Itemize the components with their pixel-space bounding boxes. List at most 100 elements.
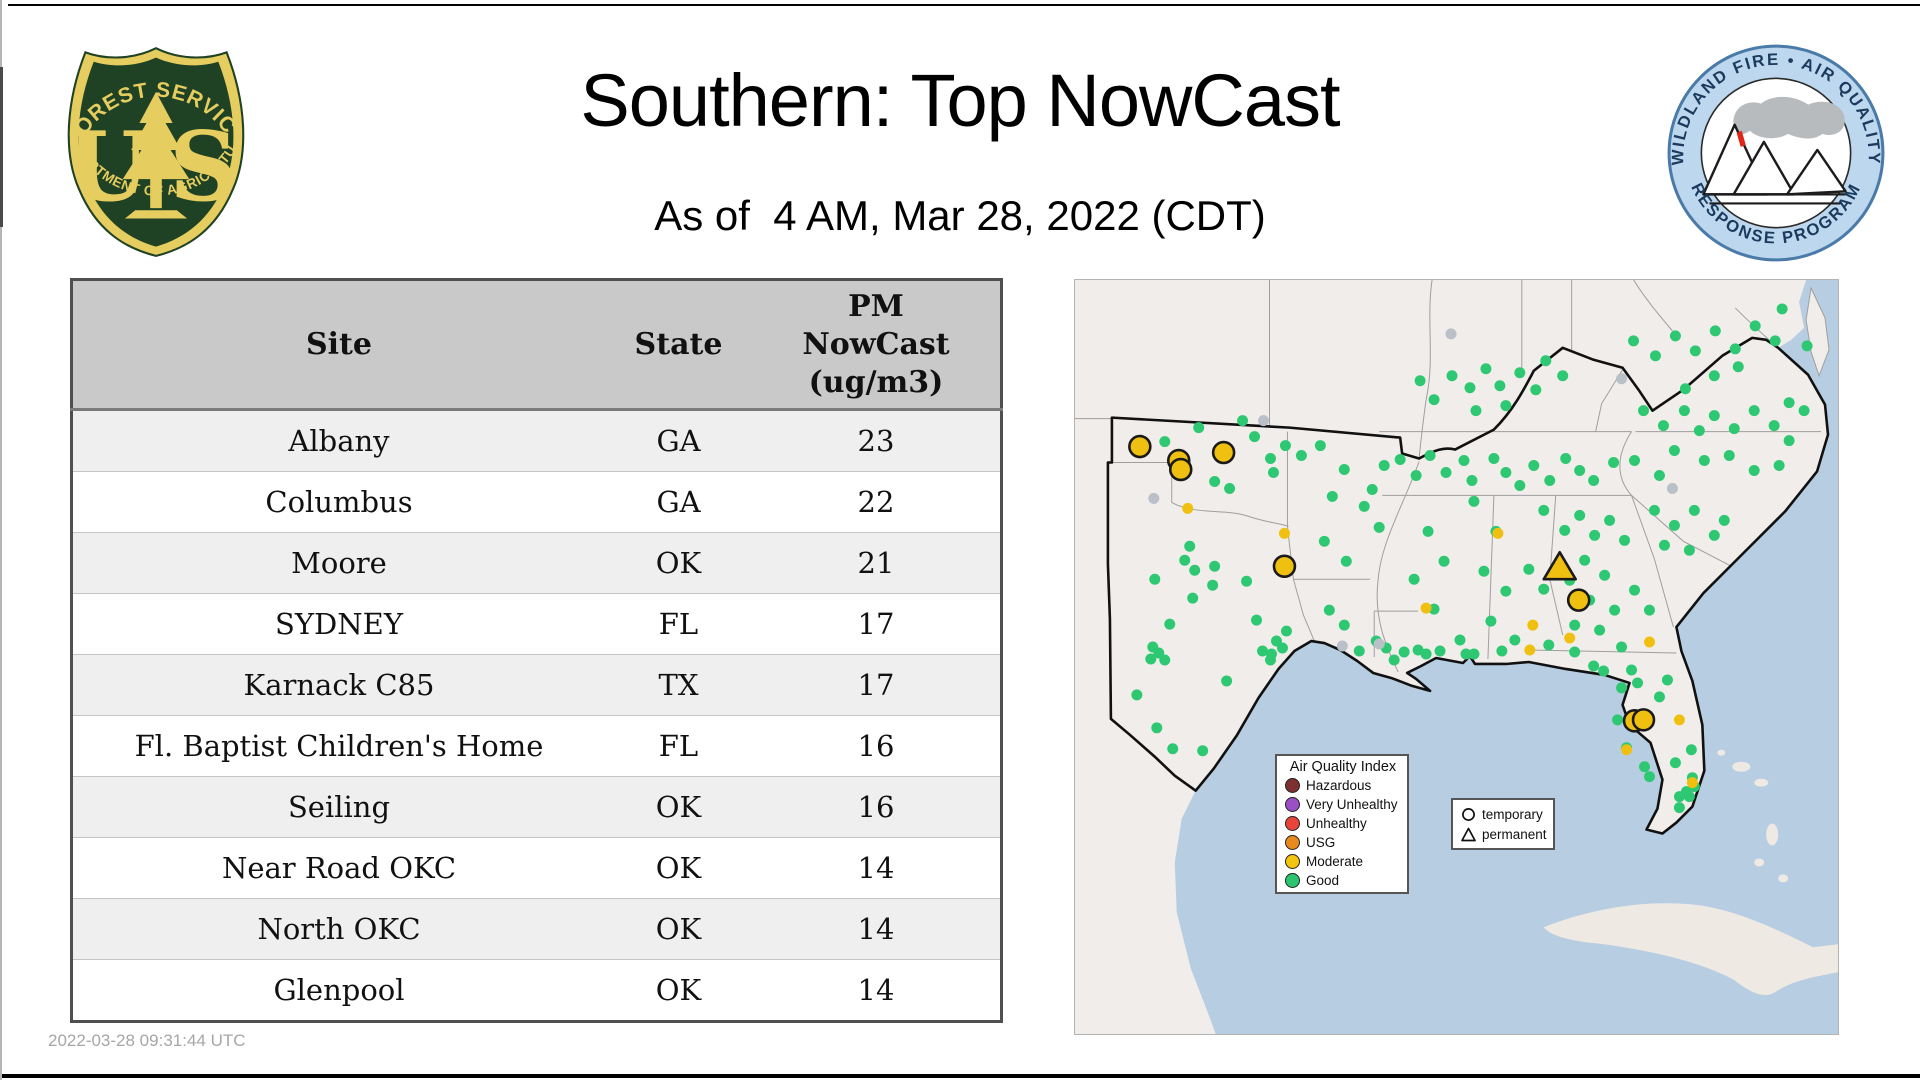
forest-service-logo: FOREST SERVICE DEPARTMENT OF AGRICULTURE…	[52, 42, 245, 257]
good-monitor-dot	[1480, 363, 1492, 375]
moderate-monitor-dot	[1278, 527, 1290, 539]
aqi-legend-label: Moderate	[1306, 854, 1364, 869]
top-site-triangle-marker	[1542, 550, 1577, 581]
good-monitor-dot	[1661, 674, 1673, 686]
aqi-legend-label: Very Unhealthy	[1306, 797, 1398, 812]
good-monitor-dot	[1723, 450, 1735, 462]
temporary-circle-icon	[1461, 807, 1477, 822]
good-monitor-dot	[1257, 645, 1268, 657]
good-monitor-dot	[1732, 361, 1744, 373]
good-monitor-dot	[1683, 544, 1695, 556]
good-monitor-dot	[1470, 405, 1482, 417]
bottom-border-line	[0, 1074, 1920, 1078]
top-site-markers-layer	[1128, 434, 1656, 733]
good-monitor-dot	[1648, 504, 1660, 516]
aqi-color-swatch	[1285, 816, 1300, 831]
top-site-circle-marker	[1168, 457, 1193, 482]
good-monitor-dot	[1494, 380, 1506, 392]
good-monitor-dot	[1748, 405, 1760, 417]
good-monitor-dot	[1629, 455, 1641, 467]
generated-timestamp: 2022-03-28 09:31:44 UTC	[48, 1031, 246, 1050]
good-monitor-dot	[1588, 474, 1600, 486]
good-monitor-dot	[1428, 603, 1440, 615]
moderate-monitor-dot	[1564, 632, 1576, 644]
good-monitor-dot	[1678, 405, 1690, 417]
good-monitor-dot	[1410, 469, 1422, 481]
good-monitor-dot	[1149, 573, 1161, 585]
good-monitor-dot	[1604, 514, 1616, 526]
good-monitor-dot	[1599, 569, 1611, 581]
good-monitor-dot	[1184, 540, 1196, 552]
good-monitor-dot	[1530, 384, 1542, 396]
good-monitor-dot	[1414, 375, 1426, 387]
good-monitor-dot	[1241, 575, 1253, 587]
good-monitor-dot	[1679, 383, 1691, 395]
good-monitor-dot	[1589, 529, 1601, 541]
good-monitor-dot	[1538, 504, 1550, 516]
good-monitor-dot	[1326, 490, 1338, 502]
good-monitor-dot	[1569, 619, 1581, 631]
good-monitor-dot	[1569, 646, 1581, 658]
good-monitor-dot	[1440, 467, 1452, 478]
good-monitor-dot	[1460, 648, 1472, 660]
good-monitor-dot	[1438, 555, 1450, 567]
aqi-legend-label: Unhealthy	[1306, 816, 1367, 831]
aqi-color-swatch	[1285, 873, 1300, 888]
column-header-site: Site	[71, 279, 605, 411]
good-monitor-dot	[1653, 469, 1665, 481]
moderate-monitor-dot	[1492, 527, 1504, 539]
good-monitor-dot	[1619, 534, 1631, 546]
moderate-monitor-dot	[1524, 644, 1536, 656]
fs-logo-pine-tree	[122, 91, 190, 219]
aqi-legend-item: Hazardous	[1285, 776, 1401, 795]
top-site-circle-marker	[1631, 708, 1656, 732]
table-row: Albany GA 23	[71, 409, 1002, 472]
good-monitor-dot	[1224, 482, 1236, 494]
aqi-legend-label: USG	[1306, 835, 1336, 850]
monitoring-map: Air Quality Index Hazardous Very Unhealth…	[1074, 279, 1839, 1035]
good-monitor-dot	[1669, 757, 1681, 769]
good-monitor-dot	[1280, 625, 1292, 637]
wf-logo-mountain-right	[1785, 148, 1847, 196]
good-monitor-dot	[1708, 529, 1720, 541]
good-monitor-dot	[1314, 440, 1326, 452]
no-data-monitor-dot	[1373, 638, 1385, 650]
good-monitor-dot	[1485, 615, 1497, 627]
good-monitor-dot	[1131, 689, 1143, 701]
good-monitor-dot	[1251, 614, 1263, 626]
good-monitor-dot	[1378, 460, 1390, 471]
good-monitor-dot	[1574, 509, 1586, 521]
map-bahamas	[1717, 749, 1789, 883]
good-monitor-dot	[1638, 405, 1649, 417]
good-monitor-dot	[1279, 440, 1291, 452]
good-monitor-dot	[1159, 436, 1171, 448]
good-monitor-dot	[1783, 397, 1795, 409]
good-monitor-dot	[1709, 325, 1721, 337]
good-monitor-dot	[1579, 554, 1591, 566]
good-monitor-dot	[1559, 524, 1571, 536]
top-site-circle-marker	[1566, 588, 1591, 612]
good-monitor-dot	[1488, 453, 1500, 465]
good-monitor-dot	[1189, 564, 1201, 576]
good-monitor-dot	[1668, 519, 1680, 531]
good-monitor-dot	[1612, 714, 1624, 726]
good-monitor-dot	[1193, 422, 1205, 434]
aqi-legend-label: Good	[1306, 873, 1340, 888]
good-monitor-dot	[1538, 583, 1550, 595]
wf-logo-scene	[1702, 96, 1847, 205]
good-monitor-dot	[1249, 431, 1261, 443]
aqi-legend-item: Very Unhealthy	[1285, 795, 1401, 814]
good-monitor-dot	[1658, 539, 1670, 551]
good-monitor-dot	[1514, 479, 1526, 491]
map-canvas	[1075, 280, 1838, 1034]
good-monitor-dot	[1466, 474, 1478, 486]
good-monitor-dot	[1616, 641, 1628, 653]
monitor-dots-layer	[1131, 303, 1813, 814]
good-monitor-dot	[1689, 345, 1701, 357]
good-monitor-dot	[1768, 420, 1780, 432]
moderate-monitor-dot	[1527, 619, 1539, 631]
good-monitor-dot	[1468, 495, 1480, 507]
good-monitor-dot	[1340, 555, 1352, 567]
good-monitor-dot	[1509, 634, 1521, 646]
good-monitor-dot	[1616, 682, 1628, 694]
